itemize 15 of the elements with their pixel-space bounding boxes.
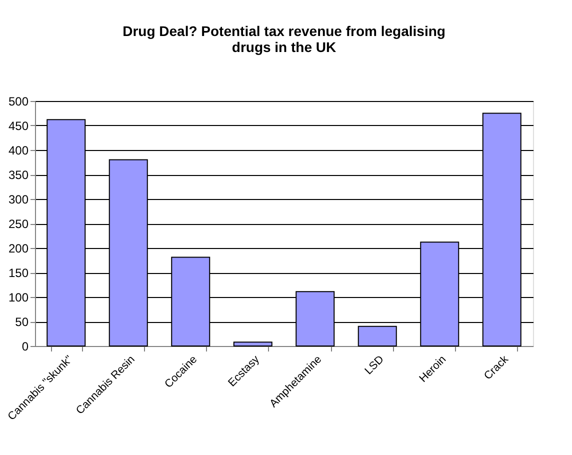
bar: [358, 326, 397, 346]
x-tick-label: LSD: [362, 353, 386, 378]
bar: [233, 342, 272, 346]
y-tick-label: 50: [15, 315, 29, 329]
y-tick-label: 300: [8, 192, 29, 206]
y-tick-label: 150: [8, 266, 29, 280]
y-tick-label: 500: [8, 94, 29, 108]
y-tick-label: 200: [8, 242, 29, 256]
y-tick-label: 250: [8, 217, 29, 231]
y-tick-label: 450: [8, 119, 29, 133]
y-tick-label: 0: [22, 340, 29, 354]
y-tick-label: 350: [8, 168, 29, 182]
chart-title: Drug Deal? Potential tax revenue from legalising drugs in the UK: [122, 23, 446, 55]
y-tick-label: 400: [8, 144, 29, 158]
y-tick-label: 100: [8, 290, 29, 304]
